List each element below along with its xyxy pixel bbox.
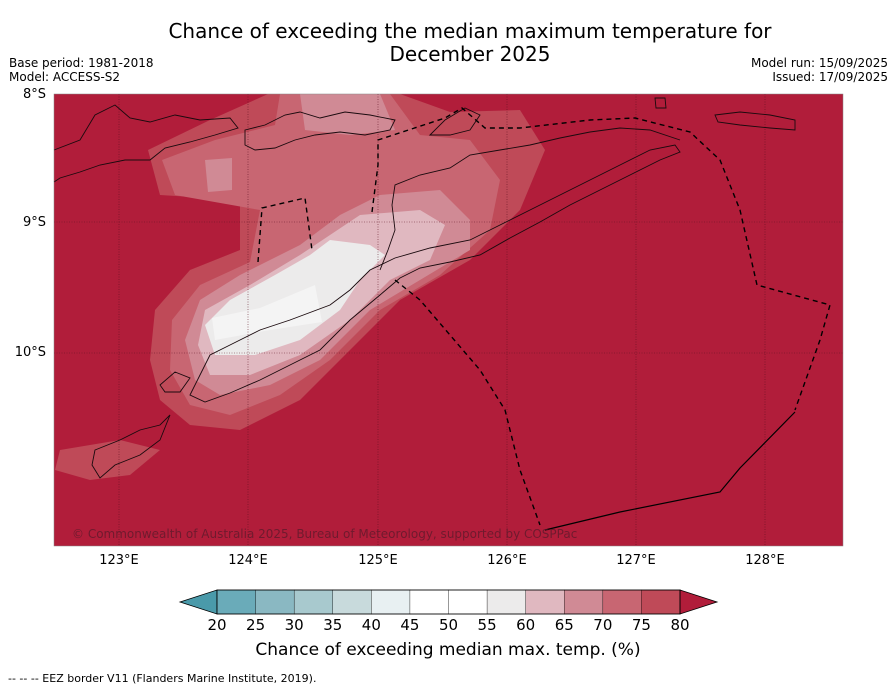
contour-50	[212, 285, 322, 340]
colorbar-cell	[409, 589, 450, 615]
colorbar-extend-low	[178, 589, 218, 615]
map-title-line2: December 2025	[389, 42, 551, 66]
colorbar-tick-label: 80	[670, 616, 690, 634]
model-run: Model run: 15/09/2025	[750, 56, 888, 70]
map-title-line1: Chance of exceeding the median maximum t…	[168, 19, 772, 43]
colorbar-cell	[255, 589, 295, 615]
map-frame	[53, 93, 844, 547]
colorbar-cell	[332, 589, 373, 615]
colorbar-cell	[293, 589, 334, 615]
coastline-flores	[53, 104, 239, 183]
lon-label-128e: 128°E	[745, 553, 785, 568]
coastline-alor-wetar	[428, 97, 796, 136]
issued-date: Issued: 17/09/2025	[772, 70, 888, 84]
colorbar-tick-label: 55	[477, 616, 497, 634]
colorbar-cell	[371, 589, 411, 615]
coastline-timor-north	[379, 127, 681, 271]
colorbar-cells	[216, 589, 681, 615]
lon-label-125e: 125°E	[358, 553, 398, 568]
colorbar-cell	[216, 589, 257, 615]
eez-solid-segment	[544, 411, 796, 531]
coastline-islands-east	[244, 111, 396, 151]
colorbar	[178, 589, 719, 615]
model-info: Base period: 1981-2018 Model: ACCESS-S2	[9, 56, 154, 84]
lon-label-123e: 123°E	[99, 553, 139, 568]
map-title: Chance of exceeding the median maximum t…	[0, 20, 896, 66]
model-name: Model: ACCESS-S2	[9, 70, 121, 84]
eez-footnote: -- -- -- EEZ border V11 (Flanders Marine…	[8, 672, 317, 685]
lon-label-124e: 124°E	[228, 553, 268, 568]
lat-label-10s: 10°S	[14, 345, 46, 360]
colorbar-cell	[525, 589, 565, 615]
colorbar-tick-label: 30	[284, 616, 304, 634]
graticule	[54, 94, 843, 546]
lon-label-127e: 127°E	[616, 553, 656, 568]
colorbar-frame	[216, 589, 681, 615]
colorbar-tick-label: 20	[207, 616, 227, 634]
copyright-notice: © Commonwealth of Australia 2025, Bureau…	[72, 527, 578, 541]
coastline-rote-savu	[91, 371, 191, 479]
colorbar-extend-high	[679, 589, 719, 615]
colorbar-cell	[486, 589, 527, 615]
lat-label-8s: 8°S	[22, 87, 46, 102]
lat-label-9s: 9°S	[22, 215, 46, 230]
colorbar-tick-label: 35	[323, 616, 343, 634]
colorbar-cell	[564, 589, 604, 615]
coastline-timor	[189, 144, 681, 403]
base-period: Base period: 1981-2018	[9, 56, 154, 70]
colorbar-cell	[641, 589, 681, 615]
colorbar-cell	[448, 589, 488, 615]
colorbar-tick-label: 50	[438, 616, 459, 634]
colorbar-tick-label: 75	[631, 616, 651, 634]
colorbar-tick-label: 25	[246, 616, 266, 634]
colorbar-tick-label: 70	[593, 616, 613, 634]
lon-label-126e: 126°E	[487, 553, 527, 568]
colorbar-label: Chance of exceeding median max. temp. (%…	[255, 640, 641, 660]
eez-border	[257, 107, 831, 526]
colorbar-tick-label: 40	[361, 616, 381, 634]
colorbar-tick-label: 65	[554, 616, 574, 634]
run-info: Model run: 15/09/2025 Issued: 17/09/2025	[751, 56, 888, 84]
map-plot-area	[53, 93, 844, 547]
coastlines	[53, 97, 796, 479]
eez-line-west	[257, 197, 313, 263]
colorbar-tick-label: 45	[400, 616, 420, 634]
colorbar-cell	[602, 589, 643, 615]
colorbar-tick-label: 60	[516, 616, 536, 634]
